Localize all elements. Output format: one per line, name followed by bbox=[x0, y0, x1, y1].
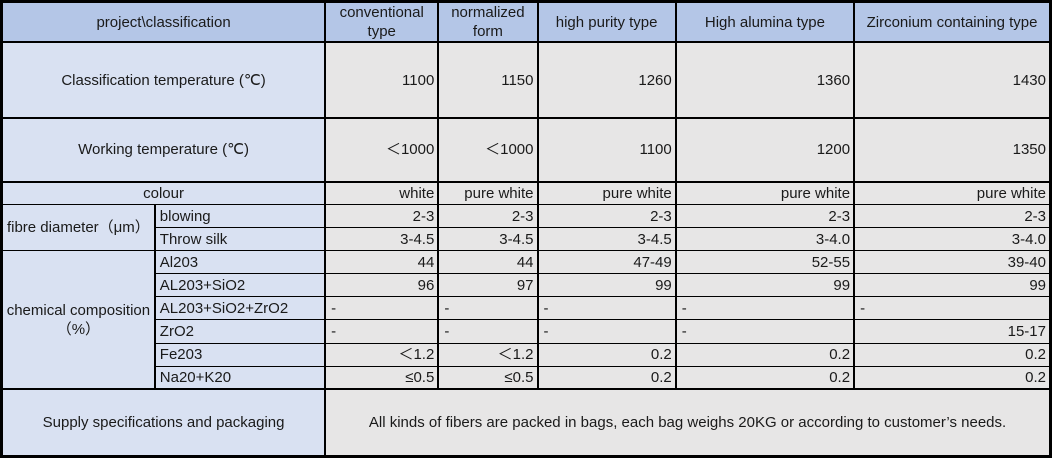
value-cell: 1200 bbox=[674, 117, 856, 183]
value-cell: ≤0.5 bbox=[324, 365, 440, 390]
value-cell: - bbox=[536, 319, 677, 344]
row-classification-temperature: Classification temperature (℃) 1100 1150… bbox=[0, 41, 1052, 120]
value-cell: white bbox=[324, 181, 440, 206]
row-chem-fe203: Fe203 ＜1.2 ＜1.2 0.2 0.2 0.2 bbox=[2, 342, 1052, 367]
value-cell: 44 bbox=[324, 250, 440, 275]
sub-label-blowing: blowing bbox=[153, 204, 327, 229]
sub-label-fe203: Fe203 bbox=[153, 342, 327, 367]
value-cell: 2-3 bbox=[853, 204, 1052, 229]
value-cell: 0.2 bbox=[853, 342, 1052, 367]
value-cell: 0.2 bbox=[536, 342, 677, 367]
value-cell: pure white bbox=[674, 181, 856, 206]
row-label-fibre-diameter: fibre diameter（μm） bbox=[0, 204, 156, 252]
value-cell: 52-55 bbox=[674, 250, 856, 275]
sub-label-zro2: ZrO2 bbox=[153, 319, 327, 344]
row-working-temperature: Working temperature (℃) ＜1000 ＜1000 1100… bbox=[0, 117, 1052, 183]
value-cell: 15-17 bbox=[853, 319, 1052, 344]
value-cell: 1350 bbox=[853, 117, 1052, 183]
value-cell: 1360 bbox=[674, 41, 856, 120]
value-cell: 1100 bbox=[536, 117, 677, 183]
header-high-purity-type: high purity type bbox=[536, 0, 677, 44]
value-cell: ＜1000 bbox=[324, 117, 440, 183]
value-cell: 2-3 bbox=[674, 204, 856, 229]
row-supply: Supply specifications and packaging All … bbox=[0, 388, 1052, 458]
value-cell: pure white bbox=[437, 181, 539, 206]
header-project-classification: project\classification bbox=[0, 0, 327, 44]
sub-label-al203-sio2: AL203+SiO2 bbox=[153, 273, 327, 298]
value-cell: 47-49 bbox=[536, 250, 677, 275]
sub-label-al203: Al203 bbox=[153, 250, 327, 275]
value-cell: 44 bbox=[437, 250, 539, 275]
sub-label-al203-sio2-zro2: AL203+SiO2+ZrO2 bbox=[153, 296, 327, 321]
row-label-working-temperature: Working temperature (℃) bbox=[0, 117, 327, 183]
header-conventional-type: conventional type bbox=[324, 0, 440, 44]
value-cell: 3-4.5 bbox=[536, 227, 677, 252]
value-cell: 2-3 bbox=[324, 204, 440, 229]
row-label-supply-specifications: Supply specifications and packaging bbox=[0, 388, 327, 458]
value-cell: 3-4.0 bbox=[853, 227, 1052, 252]
value-cell: pure white bbox=[536, 181, 677, 206]
value-cell: - bbox=[324, 319, 440, 344]
row-chem-al203-sio2: AL203+SiO2 96 97 99 99 99 bbox=[2, 273, 1052, 298]
value-cell: - bbox=[536, 296, 677, 321]
value-cell: 99 bbox=[853, 273, 1052, 298]
sub-label-throw-silk: Throw silk bbox=[153, 227, 327, 252]
row-fibre-throw-silk: Throw silk 3-4.5 3-4.5 3-4.5 3-4.0 3-4.0 bbox=[2, 227, 1052, 252]
row-label-classification-temperature: Classification temperature (℃) bbox=[0, 41, 327, 120]
value-cell: 3-4.5 bbox=[437, 227, 539, 252]
row-chem-al203-sio2-zro2: AL203+SiO2+ZrO2 - - - - - bbox=[2, 296, 1052, 321]
value-cell: 96 bbox=[324, 273, 440, 298]
row-chem-zro2: ZrO2 - - - - 15-17 bbox=[2, 319, 1052, 344]
header-normalized-form: normalized form bbox=[437, 0, 539, 44]
sub-label-na20-k20: Na20+K20 bbox=[153, 365, 327, 390]
value-cell: 99 bbox=[536, 273, 677, 298]
value-cell: - bbox=[674, 319, 856, 344]
supply-packaging-note: All kinds of fibers are packed in bags, … bbox=[324, 388, 1052, 458]
value-cell: 1100 bbox=[324, 41, 440, 120]
row-label-colour: colour bbox=[0, 181, 327, 206]
value-cell: - bbox=[853, 296, 1052, 321]
value-cell: ≤0.5 bbox=[437, 365, 539, 390]
value-cell: - bbox=[437, 296, 539, 321]
value-cell: 0.2 bbox=[674, 342, 856, 367]
value-cell: 2-3 bbox=[536, 204, 677, 229]
value-cell: 3-4.5 bbox=[324, 227, 440, 252]
value-cell: 1150 bbox=[437, 41, 539, 120]
value-cell: - bbox=[674, 296, 856, 321]
value-cell: - bbox=[324, 296, 440, 321]
value-cell: 97 bbox=[437, 273, 539, 298]
value-cell: ＜1000 bbox=[437, 117, 539, 183]
value-cell: 0.2 bbox=[853, 365, 1052, 390]
row-chem-na20-k20: Na20+K20 ≤0.5 ≤0.5 0.2 0.2 0.2 bbox=[2, 365, 1052, 390]
header-high-alumina-type: High alumina type bbox=[674, 0, 856, 44]
value-cell: ＜1.2 bbox=[324, 342, 440, 367]
value-cell: 2-3 bbox=[437, 204, 539, 229]
header-zirconium-containing-type: Zirconium containing type bbox=[853, 0, 1052, 44]
value-cell: 99 bbox=[674, 273, 856, 298]
row-fibre-blowing: fibre diameter（μm） blowing 2-3 2-3 2-3 2… bbox=[0, 204, 1052, 252]
value-cell: 1430 bbox=[853, 41, 1052, 120]
value-cell: 0.2 bbox=[536, 365, 677, 390]
row-colour: colour white pure white pure white pure … bbox=[0, 181, 1052, 206]
value-cell: 39-40 bbox=[853, 250, 1052, 275]
value-cell: - bbox=[437, 319, 539, 344]
row-chem-al203: chemical composition（%） Al203 44 44 47-4… bbox=[0, 250, 1052, 390]
row-label-chemical-composition: chemical composition（%） bbox=[0, 250, 156, 390]
header-row: project\classification conventional type… bbox=[0, 0, 1052, 44]
value-cell: ＜1.2 bbox=[437, 342, 539, 367]
value-cell: 1260 bbox=[536, 41, 677, 120]
value-cell: pure white bbox=[853, 181, 1052, 206]
value-cell: 3-4.0 bbox=[674, 227, 856, 252]
value-cell: 0.2 bbox=[674, 365, 856, 390]
